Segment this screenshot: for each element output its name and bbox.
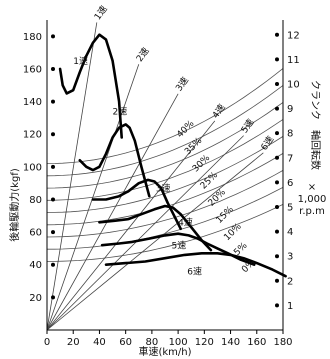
y2-tick-dot	[275, 229, 279, 234]
y-tick-dot	[51, 164, 55, 169]
y-tick-label: 100	[23, 162, 42, 173]
x-axis-label: 車速(km/h)	[138, 345, 191, 358]
gear-ray-label: 4速	[210, 102, 227, 120]
y2-tick-dot	[275, 204, 279, 209]
y2-tick-dot	[275, 278, 279, 283]
y-tick-dot	[51, 34, 55, 39]
y2-tick-dot	[275, 180, 279, 185]
y2-tick-dot	[275, 131, 279, 136]
gear-ray	[46, 22, 98, 331]
grade-label: 15%	[215, 204, 237, 226]
y2-tick-dot	[275, 106, 279, 111]
grade-curve	[46, 68, 284, 164]
y-tick-label: 40	[29, 260, 42, 271]
grade-curve	[46, 170, 284, 238]
y2-tick-label: 12	[287, 30, 300, 41]
grade-curve	[46, 136, 284, 213]
y-tick-dot	[51, 66, 55, 71]
y2-tick-label: 8	[287, 129, 293, 140]
y-tick-dot	[51, 132, 55, 137]
gear-curve-label: 4速	[178, 218, 193, 229]
gear-ray-label: 2速	[134, 46, 151, 64]
y2-axis-label-line: クランク	[309, 80, 321, 120]
y-tick-label: 160	[23, 64, 42, 75]
gear-ray-label: 1速	[92, 4, 109, 22]
gear-curve	[104, 252, 287, 278]
y2-tick-label: 1	[287, 301, 293, 312]
y2-axis-label-line: 軸回転数	[309, 130, 322, 170]
y-tick-label: 120	[23, 130, 42, 141]
y-tick-dot	[51, 197, 55, 202]
y2-tick-label: 10	[287, 79, 300, 90]
grade-curve	[46, 119, 284, 201]
x-tick-label: 0	[44, 337, 50, 348]
x-tick-label: 120	[195, 337, 214, 348]
y2-axis-label-line: r.p.m	[299, 206, 325, 217]
gear-ray	[46, 64, 140, 331]
gear-ray	[46, 135, 244, 331]
x-tick-label: 160	[247, 337, 266, 348]
gear-ray-label: 5速	[239, 117, 256, 135]
x-tick-label: 60	[119, 337, 132, 348]
y-tick-label: 60	[29, 228, 42, 239]
y-tick-dot	[51, 262, 55, 267]
grade-label: 35%	[183, 136, 205, 158]
y2-tick-label: 9	[287, 104, 293, 115]
y-tick-label: 140	[23, 97, 42, 108]
gear-drive-force-curves: 1速 2速 3速 4速 5速 6速	[58, 33, 287, 278]
y-tick-label: 20	[29, 293, 42, 304]
y2-tick-dot	[275, 57, 279, 62]
y2-tick-label: 4	[287, 227, 293, 238]
grade-label: 30%	[191, 153, 213, 175]
y2-tick-dot	[275, 254, 279, 259]
y-tick-label: 80	[29, 195, 42, 206]
y2-axis-label-line: ×	[308, 182, 316, 193]
y2-tick-label: 11	[287, 55, 300, 66]
y2-tick-label: 7	[287, 153, 293, 164]
x-tick-label: 140	[221, 337, 240, 348]
grade-curve	[46, 85, 284, 177]
x-tick-label: 180	[273, 337, 292, 348]
gear-curve	[98, 204, 213, 252]
x-tick-label: 100	[169, 337, 188, 348]
gear-curve-label: 2速	[113, 107, 128, 118]
y2-tick-dot	[275, 155, 279, 160]
chart-labels: 40%35%30%25%20%15%10%5%0%	[175, 119, 257, 276]
y-tick-dot	[51, 230, 55, 235]
grade-resistance-curves	[46, 68, 284, 262]
y2-axis-label-line: 1,000	[298, 194, 327, 205]
y-tick-dot	[51, 99, 55, 104]
gear-curve-label: 3速	[156, 183, 171, 194]
y2-tick-label: 5	[287, 202, 293, 213]
gear-ray-label: 3速	[174, 75, 191, 93]
y-axis-label: 後輪駆動力(kgf)	[8, 168, 21, 242]
y2-tick-dot	[275, 81, 279, 86]
x-tick-label: 40	[93, 337, 106, 348]
gear-curve-label: 6速	[187, 267, 202, 278]
grade-label: 10%	[222, 221, 244, 243]
x-tick-label: 80	[146, 337, 159, 348]
gear-speed-lines: 1速 2速 3速 4速 5速 6速	[46, 4, 276, 331]
gear-curve-label: 5速	[172, 240, 187, 251]
y2-tick-label: 6	[287, 178, 293, 189]
x-tick-label: 20	[67, 337, 80, 348]
gear-ray	[46, 93, 179, 331]
y2-tick-dot	[275, 32, 279, 37]
grade-label: 40%	[175, 119, 197, 141]
axes: 0 20 40 60 80 100 120 140 160 1802040608010012014…	[23, 20, 300, 348]
grade-curve	[46, 102, 284, 189]
y2-tick-label: 3	[287, 252, 293, 263]
gear-ray	[46, 152, 264, 331]
y-tick-dot	[51, 295, 55, 300]
gear-curve	[58, 33, 123, 139]
gear-curve	[78, 123, 151, 198]
y2-tick-dot	[275, 303, 279, 308]
gear-curve-label: 1速	[73, 56, 88, 67]
y-tick-label: 180	[23, 32, 42, 43]
y2-tick-label: 2	[287, 276, 293, 287]
gear-ray	[46, 120, 216, 331]
